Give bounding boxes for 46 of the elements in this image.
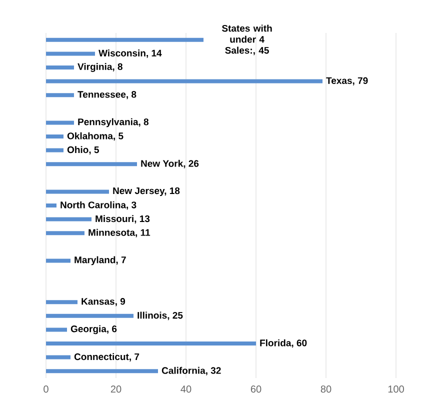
bar: [46, 38, 204, 42]
x-tick-label: 0: [44, 386, 48, 393]
data-label: Kansas, 9: [82, 298, 126, 306]
x-tick-label: 100: [388, 386, 404, 393]
data-label: Maryland, 7: [74, 256, 126, 266]
data-label: California, 32: [162, 366, 221, 376]
bar: [46, 231, 84, 236]
bar: [46, 369, 158, 374]
bar: [46, 328, 67, 332]
data-label: Texas, 79: [326, 77, 368, 86]
bar: [46, 258, 70, 263]
bar: [46, 162, 137, 166]
data-label: Connecticut, 7: [74, 353, 140, 362]
x-tick-label: 80: [320, 386, 332, 393]
bar: [46, 204, 56, 208]
data-label: Oklahoma, 5: [67, 132, 124, 141]
bar: [46, 217, 92, 222]
data-label: North Carolina, 3: [60, 201, 136, 210]
data-label: Tennessee, 8: [78, 91, 136, 100]
bar: [46, 120, 74, 125]
data-label: Ohio, 5: [67, 146, 99, 154]
data-label: Virginia, 8: [78, 63, 122, 72]
bar: [46, 314, 134, 318]
data-label: Illinois, 25: [138, 312, 183, 320]
data-label: Minnesota, 11: [88, 228, 150, 238]
bar: [46, 300, 78, 304]
data-label: New Jersey, 18: [113, 187, 180, 196]
x-tick-label: 20: [110, 386, 122, 393]
data-label: Missouri, 13: [96, 215, 150, 224]
data-label: Florida, 60: [260, 339, 307, 348]
bar: [46, 134, 64, 139]
bar: [46, 79, 323, 84]
bar: [46, 52, 95, 56]
data-label: Pennsylvania, 8: [78, 118, 149, 128]
bar: [46, 66, 74, 70]
bar: [46, 342, 256, 346]
data-label: New York, 26: [141, 160, 199, 168]
x-tick-label: 60: [250, 386, 262, 393]
data-label: Georgia, 6: [70, 325, 117, 334]
data-label: States with under 4 Sales:, 45: [222, 24, 272, 56]
bar: [46, 190, 109, 194]
data-label: Wisconsin, 14: [98, 50, 162, 58]
bar: [46, 148, 64, 152]
bar: [46, 93, 74, 98]
bar: [46, 355, 70, 360]
x-tick-label: 40: [180, 386, 192, 393]
